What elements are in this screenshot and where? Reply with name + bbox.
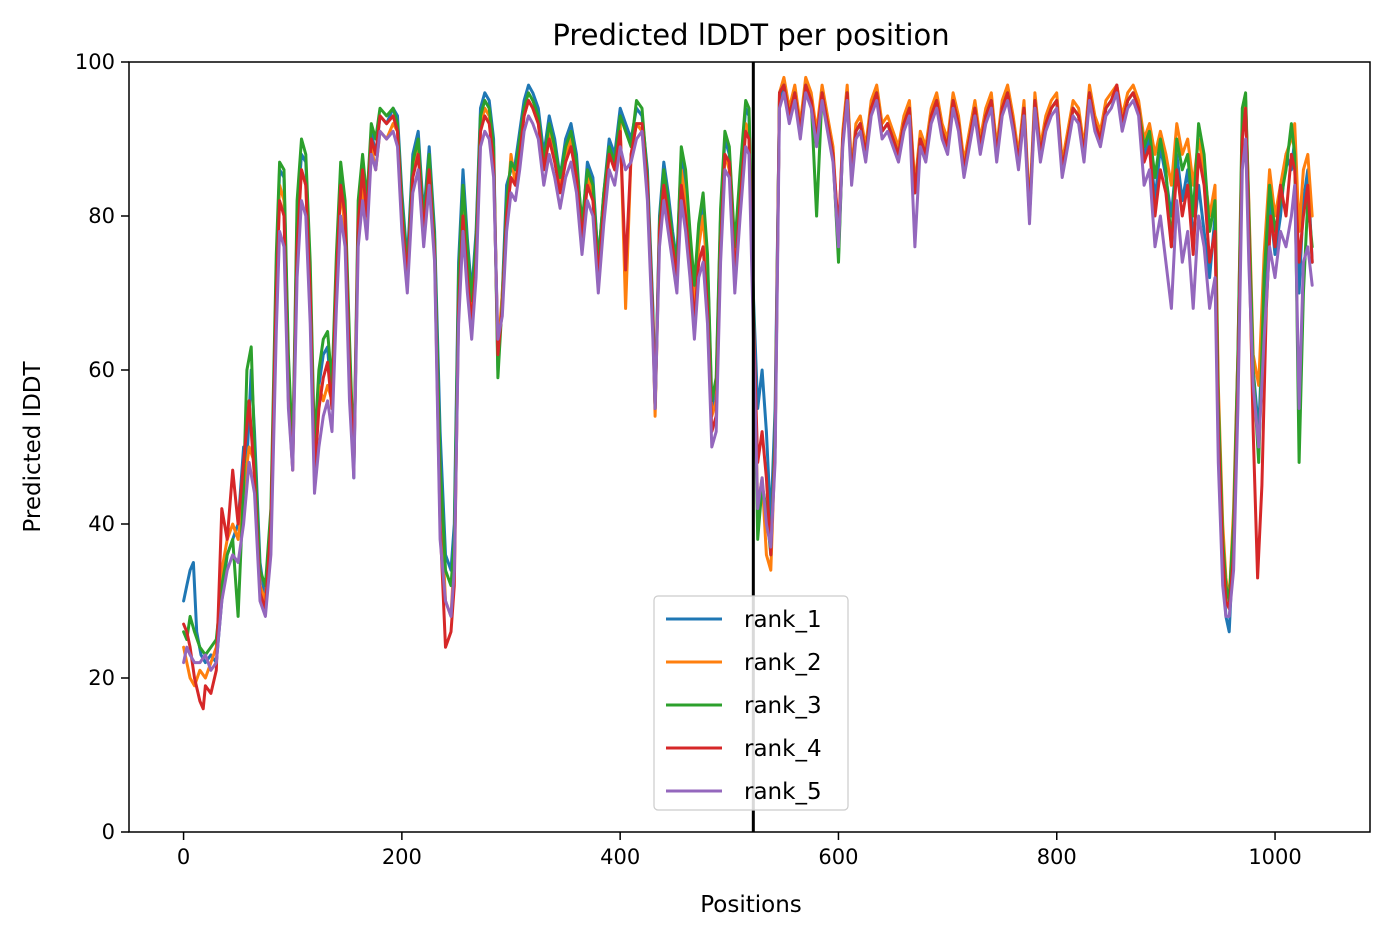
y-tick-label: 0	[102, 820, 115, 844]
y-axis-label: Predicted lDDT	[20, 360, 46, 532]
x-tick-label: 600	[818, 845, 858, 869]
y-tick-label: 80	[88, 204, 115, 228]
legend-items: rank_1 rank_2 rank_3 rank_4 rank_5	[666, 607, 822, 805]
series-line-rank_4	[182, 83, 1314, 711]
legend-label-rank_3: rank_3	[744, 693, 822, 719]
legend-label-rank_1: rank_1	[744, 607, 822, 633]
y-tick-label: 40	[88, 512, 115, 536]
x-tick-label: 800	[1037, 845, 1077, 869]
legend-label-rank_5: rank_5	[744, 779, 822, 805]
y-tick-label: 100	[75, 50, 115, 74]
x-axis-label: Positions	[700, 892, 802, 918]
y-tick-label: 60	[88, 358, 115, 382]
x-tick-label: 400	[600, 845, 640, 869]
plot-area	[128, 61, 1371, 833]
series-layer	[182, 75, 1314, 711]
legend-box	[653, 595, 849, 811]
x-tick-label: 200	[382, 845, 422, 869]
series-line-rank_5	[182, 91, 1314, 672]
chart-title: Predicted lDDT per position	[552, 18, 949, 52]
plot-frame	[128, 61, 1371, 833]
y-tick-label: 20	[88, 666, 115, 690]
x-axis: 0 200 400 600 800 1000	[177, 832, 1302, 869]
y-axis: 0 20 40 60 80 100	[75, 50, 129, 844]
x-tick-label: 0	[177, 845, 190, 869]
legend-label-rank_2: rank_2	[744, 650, 822, 676]
legend: rank_1 rank_2 rank_3 rank_4 rank_5	[653, 595, 849, 811]
x-tick-label: 1000	[1248, 845, 1301, 869]
legend-label-rank_4: rank_4	[744, 736, 822, 762]
